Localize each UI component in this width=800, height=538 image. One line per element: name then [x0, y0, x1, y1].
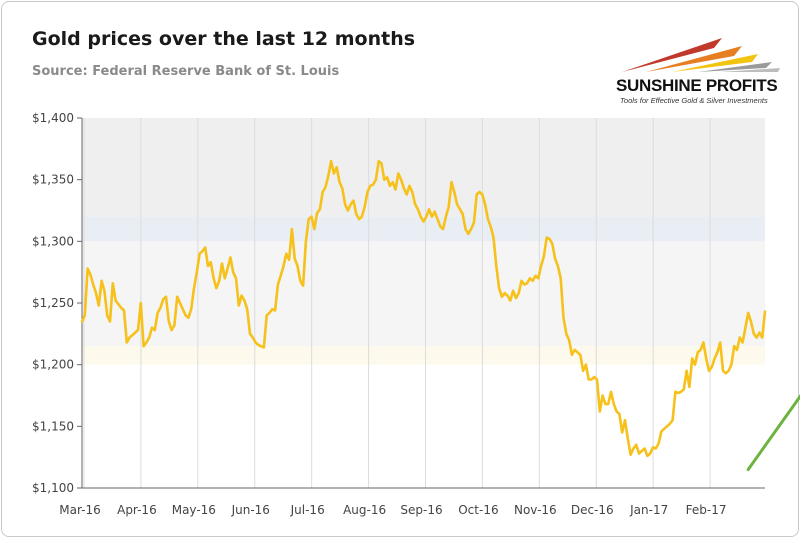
background-band-3: [82, 346, 765, 365]
x-tick-label: Sep-16: [400, 503, 442, 517]
logo-tagline: Tools for Effective Gold & Silver Invest…: [620, 96, 768, 105]
gold-price-series-line: [80, 159, 767, 458]
sunshine-profits-logo: SUNSHINE PROFITS Tools for Effective Gol…: [602, 24, 782, 108]
y-tick-label: $1,200: [32, 358, 74, 372]
x-tick-label: May-16: [172, 503, 216, 517]
x-tick-label: Oct-16: [458, 503, 498, 517]
y-tick-label: $1,150: [32, 419, 74, 433]
x-tick-label: Jun-16: [231, 503, 270, 517]
trend-arrow-shaft: [746, 394, 800, 471]
y-tick-label: $1,100: [32, 481, 74, 495]
logo-name: SUNSHINE PROFITS: [616, 76, 778, 95]
chart-source: Source: Federal Reserve Bank of St. Loui…: [32, 64, 340, 79]
sun-rays-logo-icon: [622, 38, 780, 72]
background-band-2: [82, 241, 765, 347]
x-tick-label: Feb-17: [686, 503, 727, 517]
x-tick-label: Jan-17: [629, 503, 668, 517]
y-tick-label: $1,250: [32, 296, 74, 310]
y-tick-label: $1,400: [32, 111, 74, 125]
background-band-0: [82, 118, 765, 217]
x-tick-label: Nov-16: [514, 503, 557, 517]
y-tick-label: $1,350: [32, 173, 74, 187]
y-tick-label: $1,300: [32, 234, 74, 248]
x-tick-label: Jul-16: [290, 503, 325, 517]
x-tick-label: Apr-16: [117, 503, 157, 517]
x-tick-label: Dec-16: [571, 503, 614, 517]
x-tick-label: Aug-16: [343, 503, 386, 517]
chart-title: Gold prices over the last 12 months: [32, 28, 416, 50]
x-tick-label: Mar-16: [59, 503, 100, 517]
